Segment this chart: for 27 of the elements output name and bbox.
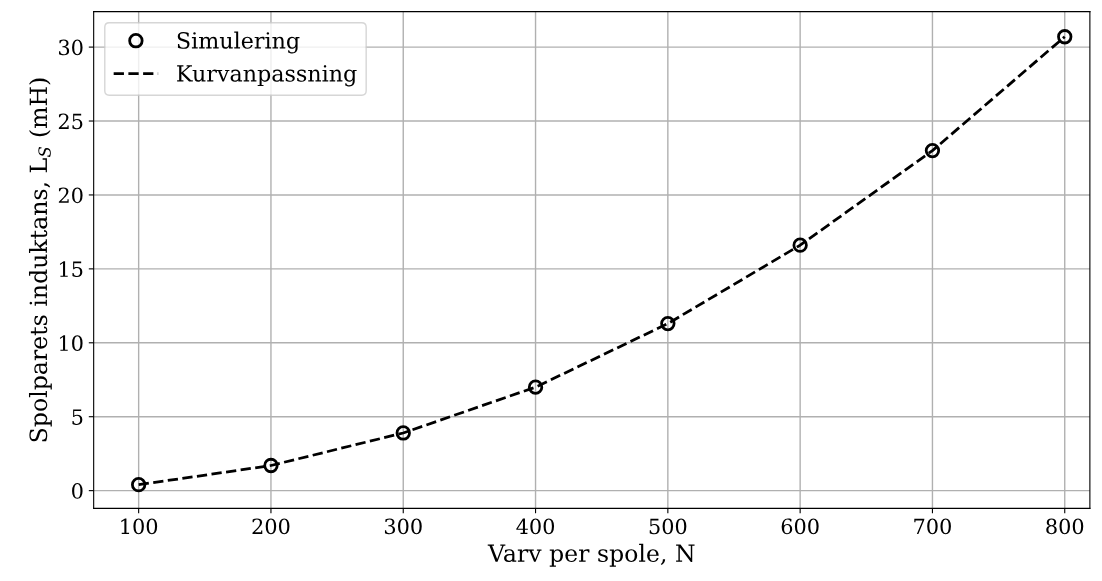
x-tick-label: 800 xyxy=(1046,518,1084,535)
x-tick-label: 500 xyxy=(649,518,687,535)
x-tick-label: 400 xyxy=(516,518,555,535)
x-tick-label: 700 xyxy=(914,518,951,535)
legend-label: Simulering xyxy=(177,31,300,54)
x-tick-label: 100 xyxy=(121,518,158,535)
point xyxy=(1057,29,1073,45)
y-tick-label: 20 xyxy=(58,187,83,204)
legend-label: Kurvanpassning xyxy=(177,65,357,87)
point xyxy=(527,379,544,395)
point xyxy=(263,457,279,474)
y-tick-label: 0 xyxy=(72,483,83,499)
point xyxy=(131,477,147,493)
x-tick-label: 200 xyxy=(252,518,290,535)
y-tick-label: 25 xyxy=(58,113,83,130)
y-axis-title: Spolparets induktans, L$_{S}$ (mH) xyxy=(28,78,52,442)
x-tick-label: 600 xyxy=(781,518,819,535)
point xyxy=(395,425,411,441)
x-axis-title: Varv per spole, N xyxy=(487,543,695,567)
y-tick-label: 15 xyxy=(59,261,83,278)
y-tick-label: 10 xyxy=(59,335,83,351)
point xyxy=(660,315,676,332)
x-tick-label: 300 xyxy=(384,518,422,535)
point xyxy=(924,142,941,159)
y-tick-label: 30 xyxy=(59,39,83,56)
point xyxy=(792,237,808,253)
y-tick-label: 5 xyxy=(72,409,83,425)
